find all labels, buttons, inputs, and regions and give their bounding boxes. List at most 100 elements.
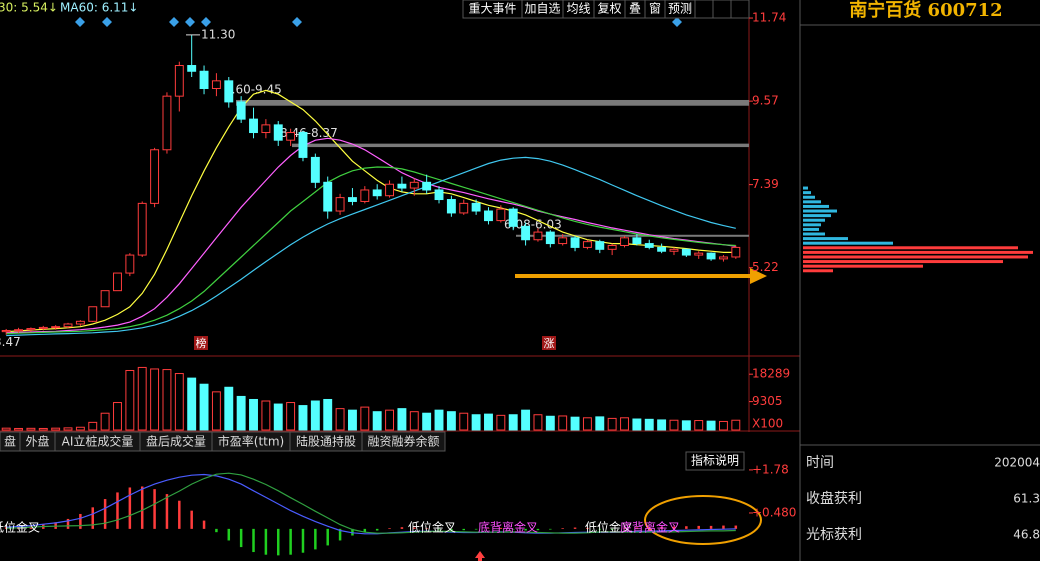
lock-button[interactable]: [694, 0, 714, 19]
volume-bar: [681, 420, 691, 431]
candle-body: [595, 241, 605, 250]
info-label: 收盘获利: [806, 490, 862, 507]
info-value: 61.3: [1013, 492, 1040, 506]
candle-body: [26, 328, 36, 331]
toolbar-label: 窗: [649, 2, 661, 16]
volume-bar: [298, 405, 308, 431]
y-tick-label: 5.22: [752, 260, 779, 274]
volume-bar: [397, 408, 407, 431]
candle-body: [335, 197, 345, 212]
candle-body: [397, 183, 407, 189]
volume-bar: [335, 408, 345, 431]
line-series: [6, 156, 736, 337]
candle-body: [187, 65, 197, 72]
candle-body: [422, 181, 432, 191]
volume-bar: [1, 427, 11, 431]
tab-label: AI立桩成交量: [62, 434, 134, 449]
candle-body: [236, 101, 246, 120]
chip-bar: [803, 200, 821, 204]
candle-body: [360, 189, 370, 202]
candle-body: [310, 156, 320, 183]
chip-bar: [803, 195, 815, 199]
signal-diamonds: [75, 17, 682, 27]
candle-body: [694, 252, 704, 256]
candle-body: [484, 210, 493, 222]
signal-label: 低位金叉: [0, 520, 40, 535]
candle-body: [150, 149, 160, 204]
signal-label: 低位金叉: [408, 520, 456, 535]
candle-body: [731, 246, 741, 258]
volume-bar: [38, 427, 48, 431]
candle-body: [434, 189, 444, 201]
y-tick-label: 9.57: [752, 94, 779, 108]
candle-body: [100, 290, 110, 308]
volume-bar: [323, 398, 333, 431]
candle-body: [323, 181, 333, 212]
candle-body: [385, 183, 395, 197]
annotation-label: 11.30: [201, 27, 235, 41]
candle-body: [75, 320, 85, 325]
candle-body: [681, 248, 691, 256]
y-tick-label: +0.480: [752, 505, 796, 519]
volume-bar: [545, 415, 555, 431]
volume-bar: [607, 417, 617, 431]
volume-bar: [113, 402, 122, 431]
tab-label: 外盘: [25, 434, 49, 449]
volume-bar: [644, 418, 654, 431]
volume-bar: [347, 409, 357, 431]
candle-body: [249, 118, 258, 134]
candle-body: [51, 326, 61, 329]
volume-bar: [236, 395, 246, 431]
volume-bar: [582, 417, 592, 431]
signal-label: 底背离金叉: [478, 520, 538, 535]
volume-bar: [100, 412, 110, 431]
chip-bar: [803, 218, 825, 222]
volume-bar: [521, 409, 531, 431]
candle-body: [496, 208, 506, 222]
candle-body: [211, 80, 221, 89]
candle-body: [471, 202, 481, 212]
candle-body: [1, 329, 11, 333]
marker-box: [542, 336, 556, 350]
candle-body: [558, 237, 568, 245]
candle-body: [459, 202, 469, 214]
tab[interactable]: [361, 431, 446, 452]
indicator-button[interactable]: [685, 451, 745, 471]
marker-label: 涨: [544, 337, 555, 350]
candle-body: [570, 237, 580, 248]
volume-bar: [26, 427, 36, 431]
stock-title: 南宁百货 600712: [849, 0, 1002, 21]
line-series: [6, 137, 736, 334]
volume-bar: [595, 416, 605, 431]
volume-bar: [570, 416, 580, 431]
zone-label: 9.60-9.45: [224, 82, 282, 96]
chip-bar: [803, 250, 1033, 254]
volume-bar: [211, 391, 221, 431]
chip-bar: [803, 204, 829, 208]
volume-bar: [360, 406, 370, 431]
price-zone: [236, 99, 749, 106]
arrow-head: [750, 268, 767, 284]
candle-body: [372, 189, 382, 197]
volume-bar: [731, 419, 741, 431]
candle-body: [14, 329, 24, 332]
exit-button[interactable]: [712, 0, 732, 19]
toolbar-label: 叠: [629, 2, 641, 16]
signal-label: 底背离金叉: [620, 520, 680, 535]
chip-bar: [803, 237, 848, 241]
line-series: [6, 89, 736, 333]
candle-body: [273, 124, 283, 141]
indicator-button-label: 指标说明: [691, 453, 739, 468]
chip-bar: [803, 264, 923, 268]
menu-button[interactable]: [730, 0, 750, 19]
candle-body: [521, 225, 531, 241]
candle-body: [632, 237, 642, 245]
volume-bar: [14, 427, 24, 431]
marker-label: 榜: [196, 336, 207, 350]
chip-bar: [803, 227, 819, 231]
volume-bar: [51, 427, 61, 431]
signal-label: 低位金叉: [585, 520, 633, 535]
chip-bar: [803, 255, 1028, 259]
unit-label: X100: [752, 417, 783, 431]
